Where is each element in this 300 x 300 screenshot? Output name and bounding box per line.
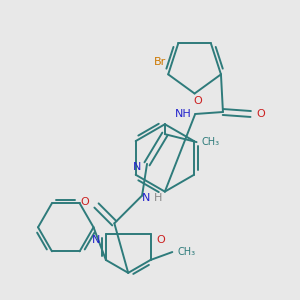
Text: O: O [256,109,265,119]
Text: O: O [193,97,202,106]
Text: CH₃: CH₃ [177,247,195,257]
Text: N: N [142,193,150,202]
Text: Br: Br [154,58,167,68]
Text: N: N [92,235,100,245]
Text: N: N [133,162,141,172]
Text: O: O [80,196,89,206]
Text: H: H [154,193,162,202]
Text: CH₃: CH₃ [201,137,220,147]
Text: NH: NH [175,109,192,119]
Text: O: O [156,235,165,245]
